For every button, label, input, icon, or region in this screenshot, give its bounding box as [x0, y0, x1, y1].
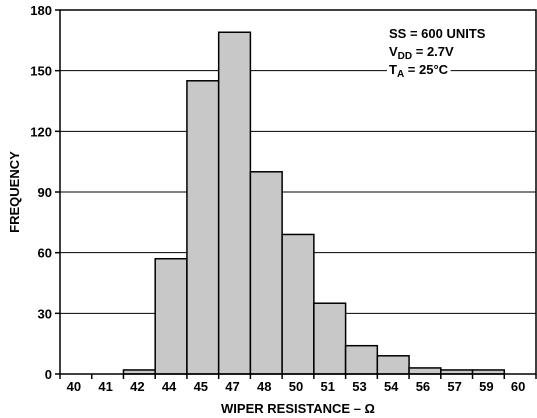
histogram-bar	[313, 302, 347, 375]
y-tick-label: 90	[38, 185, 52, 200]
x-tick-labels: 40 41 42 44 45 47 48 50 51 53 54 56 57 59 60	[67, 379, 526, 394]
histogram-bar	[408, 367, 442, 375]
annotation-subscript: A	[397, 69, 404, 80]
x-tick-label: 40	[67, 379, 81, 394]
x-tick-label: 56	[416, 379, 430, 394]
annotation-text: T	[389, 62, 397, 77]
annotation-subscript: DD	[398, 51, 412, 62]
histogram-bar	[281, 233, 315, 375]
annotation-backdrop	[387, 62, 451, 80]
x-tick-label: 57	[447, 379, 461, 394]
annotation-backdrop	[387, 26, 488, 41]
gridlines	[60, 70, 536, 314]
y-tick-label: 150	[30, 64, 52, 79]
histogram-bar	[186, 80, 220, 375]
histogram-bar	[249, 171, 283, 375]
x-tick-label: 51	[320, 379, 334, 394]
annotation-line: VDD = 2.7V	[389, 44, 454, 62]
annotation-text: = 2.7V	[412, 44, 454, 59]
x-tick-label: 50	[289, 379, 303, 394]
annotation-text: V	[389, 44, 398, 59]
annotation-backdrop	[387, 44, 457, 62]
annotation-line: TA = 25°C	[389, 62, 449, 80]
histogram-bar	[154, 257, 188, 375]
annotation-text: SS = 600 UNITS	[389, 26, 486, 41]
x-tick-label: 44	[162, 379, 177, 394]
x-tick-label: 53	[352, 379, 366, 394]
x-tick-label: 45	[194, 379, 208, 394]
x-tick-label: 47	[225, 379, 239, 394]
y-tick-label: 60	[38, 246, 52, 261]
x-tick-label: 59	[479, 379, 493, 394]
y-tick-label: 0	[45, 367, 52, 382]
annotation-line: SS = 600 UNITS	[389, 26, 486, 41]
y-tick-label: 180	[30, 3, 52, 18]
x-tick-label: 41	[98, 379, 112, 394]
y-tick-labels: 0 30 60 90 120 150 180	[30, 3, 52, 382]
x-tick-label: 48	[257, 379, 271, 394]
y-tick-label: 120	[30, 124, 52, 139]
y-axis-title: FREQUENCY	[7, 151, 22, 233]
y-tick-label: 30	[38, 306, 52, 321]
x-tick-label: 54	[384, 379, 399, 394]
annotation-text: = 25°C	[404, 62, 448, 77]
bars	[122, 31, 506, 375]
histogram-bar	[217, 31, 252, 375]
tick-marks	[55, 9, 537, 379]
x-tick-label: 60	[511, 379, 525, 394]
x-axis-title: WIPER RESISTANCE – Ω	[221, 401, 375, 416]
histogram-bar	[344, 344, 379, 375]
histogram-bar	[376, 355, 410, 375]
x-tick-label: 42	[130, 379, 144, 394]
